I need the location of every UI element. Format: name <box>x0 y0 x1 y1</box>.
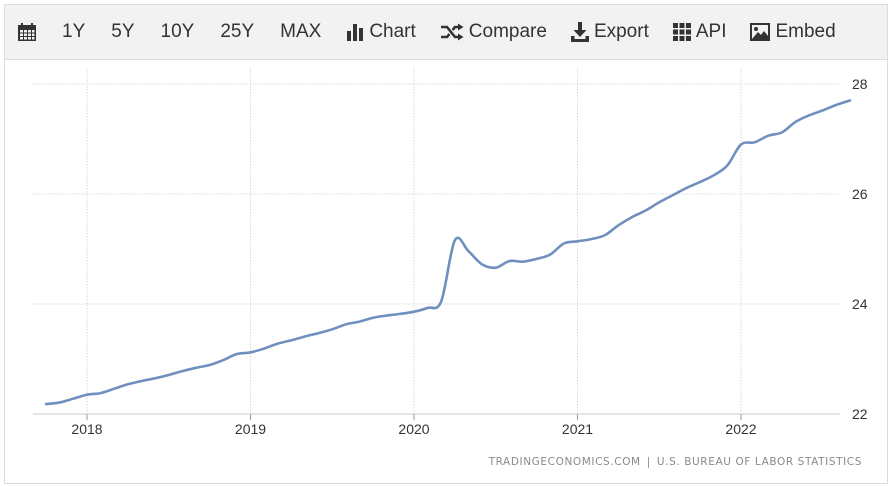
chart-button[interactable]: Chart <box>334 5 427 60</box>
y-tick-label: 24 <box>852 296 868 312</box>
grid-icon <box>672 23 691 41</box>
x-tick-label: 2020 <box>398 421 429 437</box>
x-tick-label: 2019 <box>235 421 266 437</box>
compare-button[interactable]: Compare <box>428 5 559 60</box>
range-25y-button[interactable]: 25Y <box>220 21 255 42</box>
x-tick-label: 2022 <box>725 421 756 437</box>
calendar-icon <box>17 22 37 42</box>
embed-button-label: Embed <box>775 21 836 42</box>
x-tick-label: 2018 <box>71 421 102 437</box>
embed-button[interactable]: Embed <box>738 5 847 60</box>
range-1y-button[interactable]: 1Y <box>62 21 86 42</box>
export-button-label: Export <box>593 21 649 42</box>
source-site: TRADINGECONOMICS.COM <box>488 456 641 468</box>
export-button[interactable]: Export <box>559 5 661 60</box>
compare-button-label: Compare <box>468 21 547 42</box>
y-tick-label: 28 <box>852 76 868 92</box>
toolbar: 1Y 5Y 10Y 25Y MAX Chart <box>5 5 887 60</box>
y-tick-label: 22 <box>852 406 868 422</box>
y-tick-label: 26 <box>852 186 868 202</box>
x-axis: 2018 2019 2020 2021 2022 <box>71 421 756 437</box>
range-max-button[interactable]: MAX <box>280 21 322 42</box>
range-10y-button[interactable]: 10Y <box>160 21 195 42</box>
calendar-button[interactable] <box>17 5 49 60</box>
chart-grid <box>33 68 840 420</box>
api-button[interactable]: API <box>661 5 739 60</box>
chart-button-label: Chart <box>369 21 416 42</box>
y-axis: 22 24 26 28 <box>852 76 868 422</box>
source-agency: U.S. BUREAU OF LABOR STATISTICS <box>656 456 862 468</box>
range-5y-button[interactable]: 5Y <box>111 21 135 42</box>
source-separator: | <box>646 456 651 468</box>
source-credit: TRADINGECONOMICS.COM | U.S. BUREAU OF LABO… <box>489 456 862 468</box>
image-icon <box>750 23 771 41</box>
bar-chart-icon <box>346 23 364 41</box>
series-line <box>44 99 852 406</box>
x-tick-label: 2021 <box>562 421 593 437</box>
shuffle-icon <box>440 23 464 41</box>
api-button-label: API <box>695 21 727 42</box>
download-icon <box>570 22 589 42</box>
